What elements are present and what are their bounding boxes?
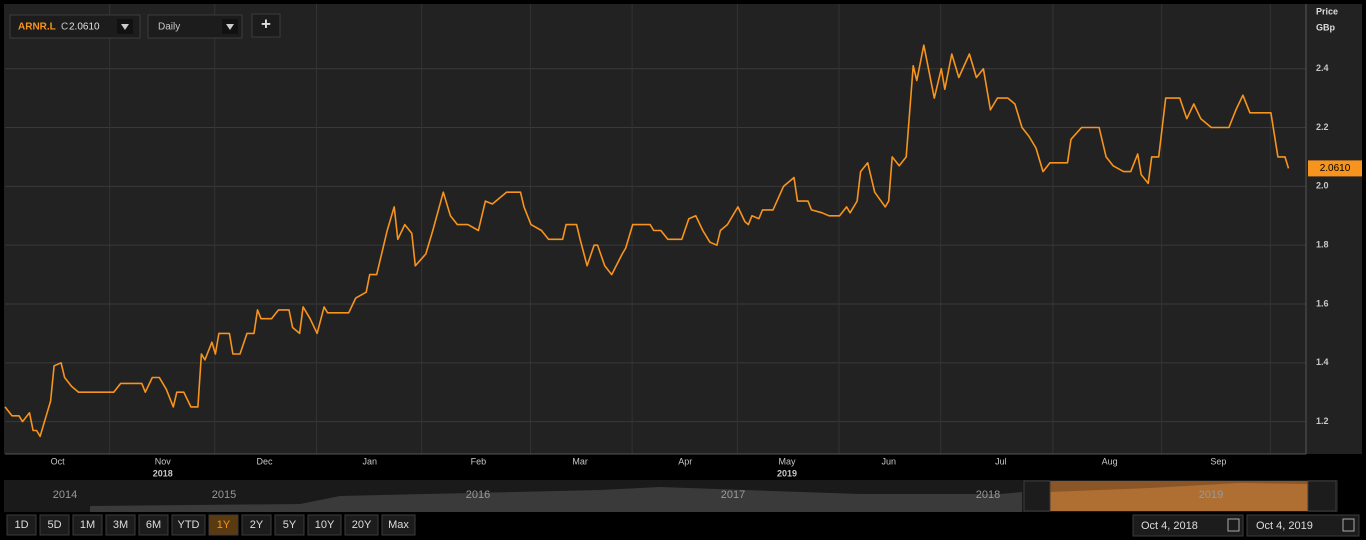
range-button-label: 6M xyxy=(146,519,161,531)
range-button-label: YTD xyxy=(178,519,200,531)
navigator xyxy=(4,480,1338,512)
range-button[interactable] xyxy=(208,514,239,536)
axis-label: GBp xyxy=(1316,22,1336,32)
close-prefix: C xyxy=(61,22,68,33)
range-button[interactable] xyxy=(381,514,416,536)
y-tick-label: 2.0 xyxy=(1316,181,1329,191)
range-button-label: 1Y xyxy=(217,519,231,531)
ric: ARNR.L xyxy=(18,22,56,33)
navigator-year: 2019 xyxy=(1199,489,1223,501)
calendar-icon[interactable] xyxy=(1342,518,1355,532)
navigator-years: 2014 2015 2016 2017 2018 2019 xyxy=(53,489,1223,501)
toolbar: ARNR.L C 2.0610 Daily + xyxy=(9,13,281,39)
navigator-year: 2015 xyxy=(212,489,236,501)
range-button[interactable] xyxy=(39,514,70,536)
x-year-label: 2018 xyxy=(153,468,173,478)
date-from: Oct 4, 2018 xyxy=(1141,520,1198,532)
range-button[interactable] xyxy=(241,514,272,536)
range-button-label: 3M xyxy=(113,519,128,531)
price-line xyxy=(4,44,1290,438)
x-tick-label: Feb xyxy=(471,456,487,466)
range-button[interactable] xyxy=(6,514,37,536)
navigator-year: 2017 xyxy=(721,489,745,501)
add-button[interactable] xyxy=(251,13,281,38)
navigator-handle[interactable] xyxy=(1023,480,1051,512)
dropdown-arrow xyxy=(121,24,129,30)
y-tick-label: 1.2 xyxy=(1316,416,1329,426)
x-year-label: 2019 xyxy=(777,468,797,478)
range-button[interactable] xyxy=(274,514,305,536)
navigator-area xyxy=(90,487,1022,512)
date-from-box[interactable] xyxy=(1132,514,1244,537)
navigator-year: 2018 xyxy=(976,489,1000,501)
x-tick-label: Jan xyxy=(362,456,377,466)
date-range: Oct 4, 2018 Oct 4, 2019 xyxy=(1132,514,1360,537)
y-tick-label: 1.8 xyxy=(1316,240,1329,250)
x-tick-label: Mar xyxy=(572,456,588,466)
date-to: Oct 4, 2019 xyxy=(1256,520,1313,532)
range-button[interactable] xyxy=(344,514,379,536)
navigator-year: 2016 xyxy=(466,489,490,501)
y-tick-label: 1.4 xyxy=(1316,357,1329,367)
interval-box[interactable] xyxy=(147,14,243,39)
interval: Daily xyxy=(158,22,180,33)
x-tick-label: Apr xyxy=(678,456,692,466)
navigator-handle[interactable] xyxy=(1307,480,1337,512)
range-button-label: 1D xyxy=(14,519,28,531)
range-buttons: 1D 5D 1M 3M 6M YTD 1Y 2Y 5Y 10Y 20Y Max xyxy=(6,514,416,536)
range-button-label: 5Y xyxy=(283,519,297,531)
navigator-selection-area xyxy=(1050,483,1308,511)
range-button[interactable] xyxy=(105,514,136,536)
range-button[interactable] xyxy=(72,514,103,536)
navigator-year: 2014 xyxy=(53,489,77,501)
x-tick-label: Nov xyxy=(155,456,172,466)
calendar-icon[interactable] xyxy=(1227,518,1240,532)
range-button-label: 10Y xyxy=(315,519,335,531)
ric-box[interactable] xyxy=(9,14,141,39)
y-tick-label: 1.6 xyxy=(1316,298,1329,308)
dropdown-arrow xyxy=(226,24,234,30)
last-price-marker xyxy=(1308,160,1362,177)
add: + xyxy=(261,14,271,33)
range-button-label: 5D xyxy=(47,519,61,531)
range-button[interactable] xyxy=(307,514,342,536)
range-button-label: 20Y xyxy=(352,519,372,531)
range-button[interactable] xyxy=(138,514,169,536)
close: 2.0610 xyxy=(69,22,100,33)
x-tick-label: Jul xyxy=(995,456,1007,466)
x-tick-label: Sep xyxy=(1210,456,1226,466)
y-tick-label: 2.2 xyxy=(1316,122,1329,132)
x-tick-label: Aug xyxy=(1102,456,1118,466)
axis-label: Price xyxy=(1316,6,1338,16)
range-button[interactable] xyxy=(171,514,206,536)
range-button-label: 2Y xyxy=(250,519,264,531)
range-button-label: 1M xyxy=(80,519,95,531)
plot-background xyxy=(4,4,1362,454)
x-tick-label: May xyxy=(778,456,796,466)
y-tick-label: 2.4 xyxy=(1316,63,1329,73)
date-to-box[interactable] xyxy=(1246,514,1360,537)
x-tick-label: Jun xyxy=(881,456,896,466)
range-button-label: Max xyxy=(388,519,409,531)
grid xyxy=(5,4,1306,454)
x-tick-label: Dec xyxy=(256,456,273,466)
x-tick-label: Oct xyxy=(51,456,66,466)
last-price-label: 2.0610 xyxy=(1320,163,1351,174)
